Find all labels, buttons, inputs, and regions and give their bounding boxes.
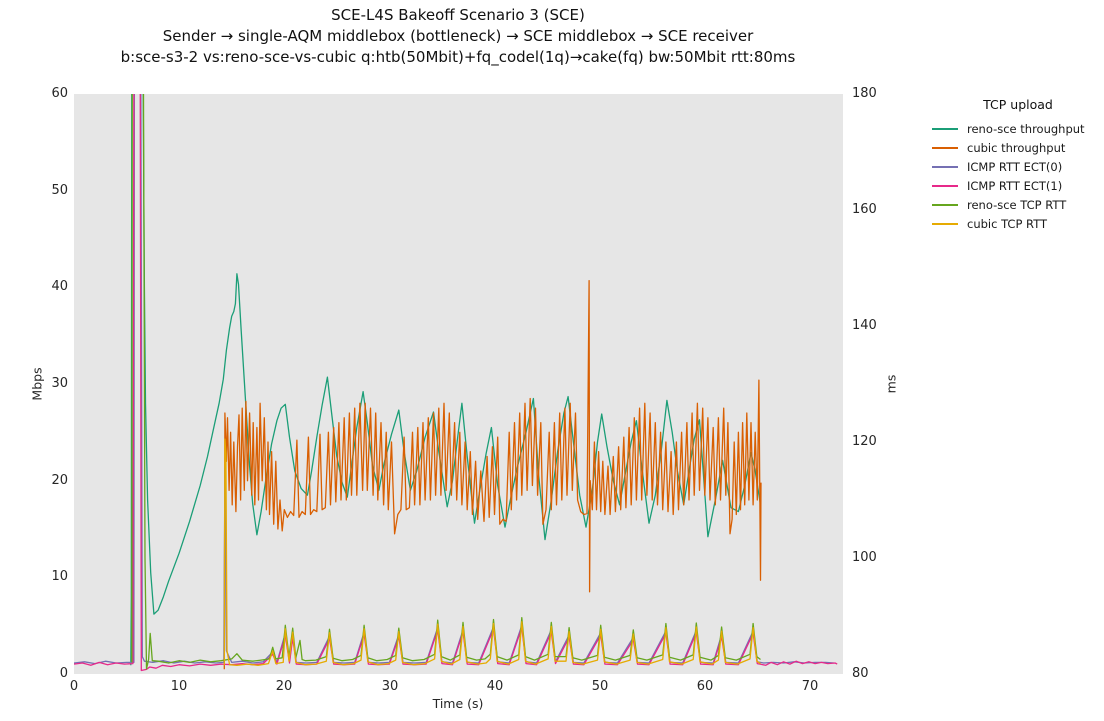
chart-subtitle-params: b:sce-s3-2 vs:reno-sce-vs-cubic q:htb(50… [120, 48, 796, 66]
reno-sce-tcp-rtt-line-icon [932, 203, 958, 206]
cubic-tcp-rtt-line-icon [932, 222, 958, 225]
y-right-tick-160: 160 [852, 202, 877, 217]
legend-item-cubic-tcp-rtt: cubic TCP RTT [932, 214, 1104, 233]
y-right-tick-140: 140 [852, 318, 877, 333]
series-icmp-rtt-ect1 [74, 94, 838, 672]
y-left-tick-10: 10 [51, 569, 68, 584]
chart-subtitle-topology: Sender → single-AQM middlebox (bottlenec… [162, 27, 754, 45]
y-left-axis-label: Mbps [29, 367, 45, 401]
y-left-tick-30: 30 [51, 376, 68, 391]
legend-label: cubic throughput [967, 140, 1066, 155]
y-right-tick-180: 180 [852, 86, 877, 101]
icmp-rtt-ect0-line-icon [932, 165, 958, 168]
x-tick-0: 0 [69, 679, 79, 694]
y-left-tick-40: 40 [51, 279, 68, 294]
legend-label: ICMP RTT ECT(1) [967, 178, 1063, 193]
x-tick-40: 40 [486, 679, 504, 694]
legend-title: TCP upload [983, 97, 1053, 112]
y-left-tick-0: 0 [59, 666, 68, 681]
legend-item-icmp-rtt-ect0: ICMP RTT ECT(0) [932, 157, 1104, 176]
y-right-tick-80: 80 [852, 666, 869, 681]
legend-item-reno-sce-throughput: reno-sce throughput [932, 119, 1104, 138]
y-left-tick-20: 20 [51, 473, 68, 488]
y-left-tick-60: 60 [51, 86, 68, 101]
series-cubic-throughput [223, 279, 762, 670]
legend-label: cubic TCP RTT [967, 216, 1048, 231]
x-tick-50: 50 [591, 679, 609, 694]
y-right-tick-120: 120 [852, 434, 877, 449]
plot-area [74, 94, 843, 674]
x-tick-60: 60 [696, 679, 714, 694]
x-tick-70: 70 [801, 679, 819, 694]
x-tick-30: 30 [381, 679, 399, 694]
legend-item-reno-sce-tcp-rtt: reno-sce TCP RTT [932, 195, 1104, 214]
y-right-tick-100: 100 [852, 550, 877, 565]
cubic-throughput-line-icon [932, 146, 958, 149]
legend-label: reno-sce throughput [967, 121, 1085, 136]
series-canvas [74, 94, 838, 672]
legend-item-cubic-throughput: cubic throughput [932, 138, 1104, 157]
y-right-axis-label: ms [883, 374, 899, 394]
x-tick-20: 20 [275, 679, 293, 694]
legend-label: reno-sce TCP RTT [967, 197, 1067, 212]
legend-label: ICMP RTT ECT(0) [967, 159, 1063, 174]
series-cubic-tcp-rtt [223, 438, 761, 666]
legend-item-icmp-rtt-ect1: ICMP RTT ECT(1) [932, 176, 1104, 195]
chart-title-block: SCE-L4S Bakeoff Scenario 3 (SCE) Sender … [0, 5, 916, 68]
x-tick-10: 10 [170, 679, 188, 694]
x-axis-label: Time (s) [432, 696, 484, 711]
chart-title: SCE-L4S Bakeoff Scenario 3 (SCE) [331, 6, 585, 24]
icmp-rtt-ect1-line-icon [932, 184, 958, 187]
y-left-tick-50: 50 [51, 183, 68, 198]
reno-sce-throughput-line-icon [932, 127, 958, 130]
legend: TCP upload reno-sce throughput cubic thr… [932, 97, 1104, 233]
series-icmp-rtt-ect0 [74, 94, 835, 665]
